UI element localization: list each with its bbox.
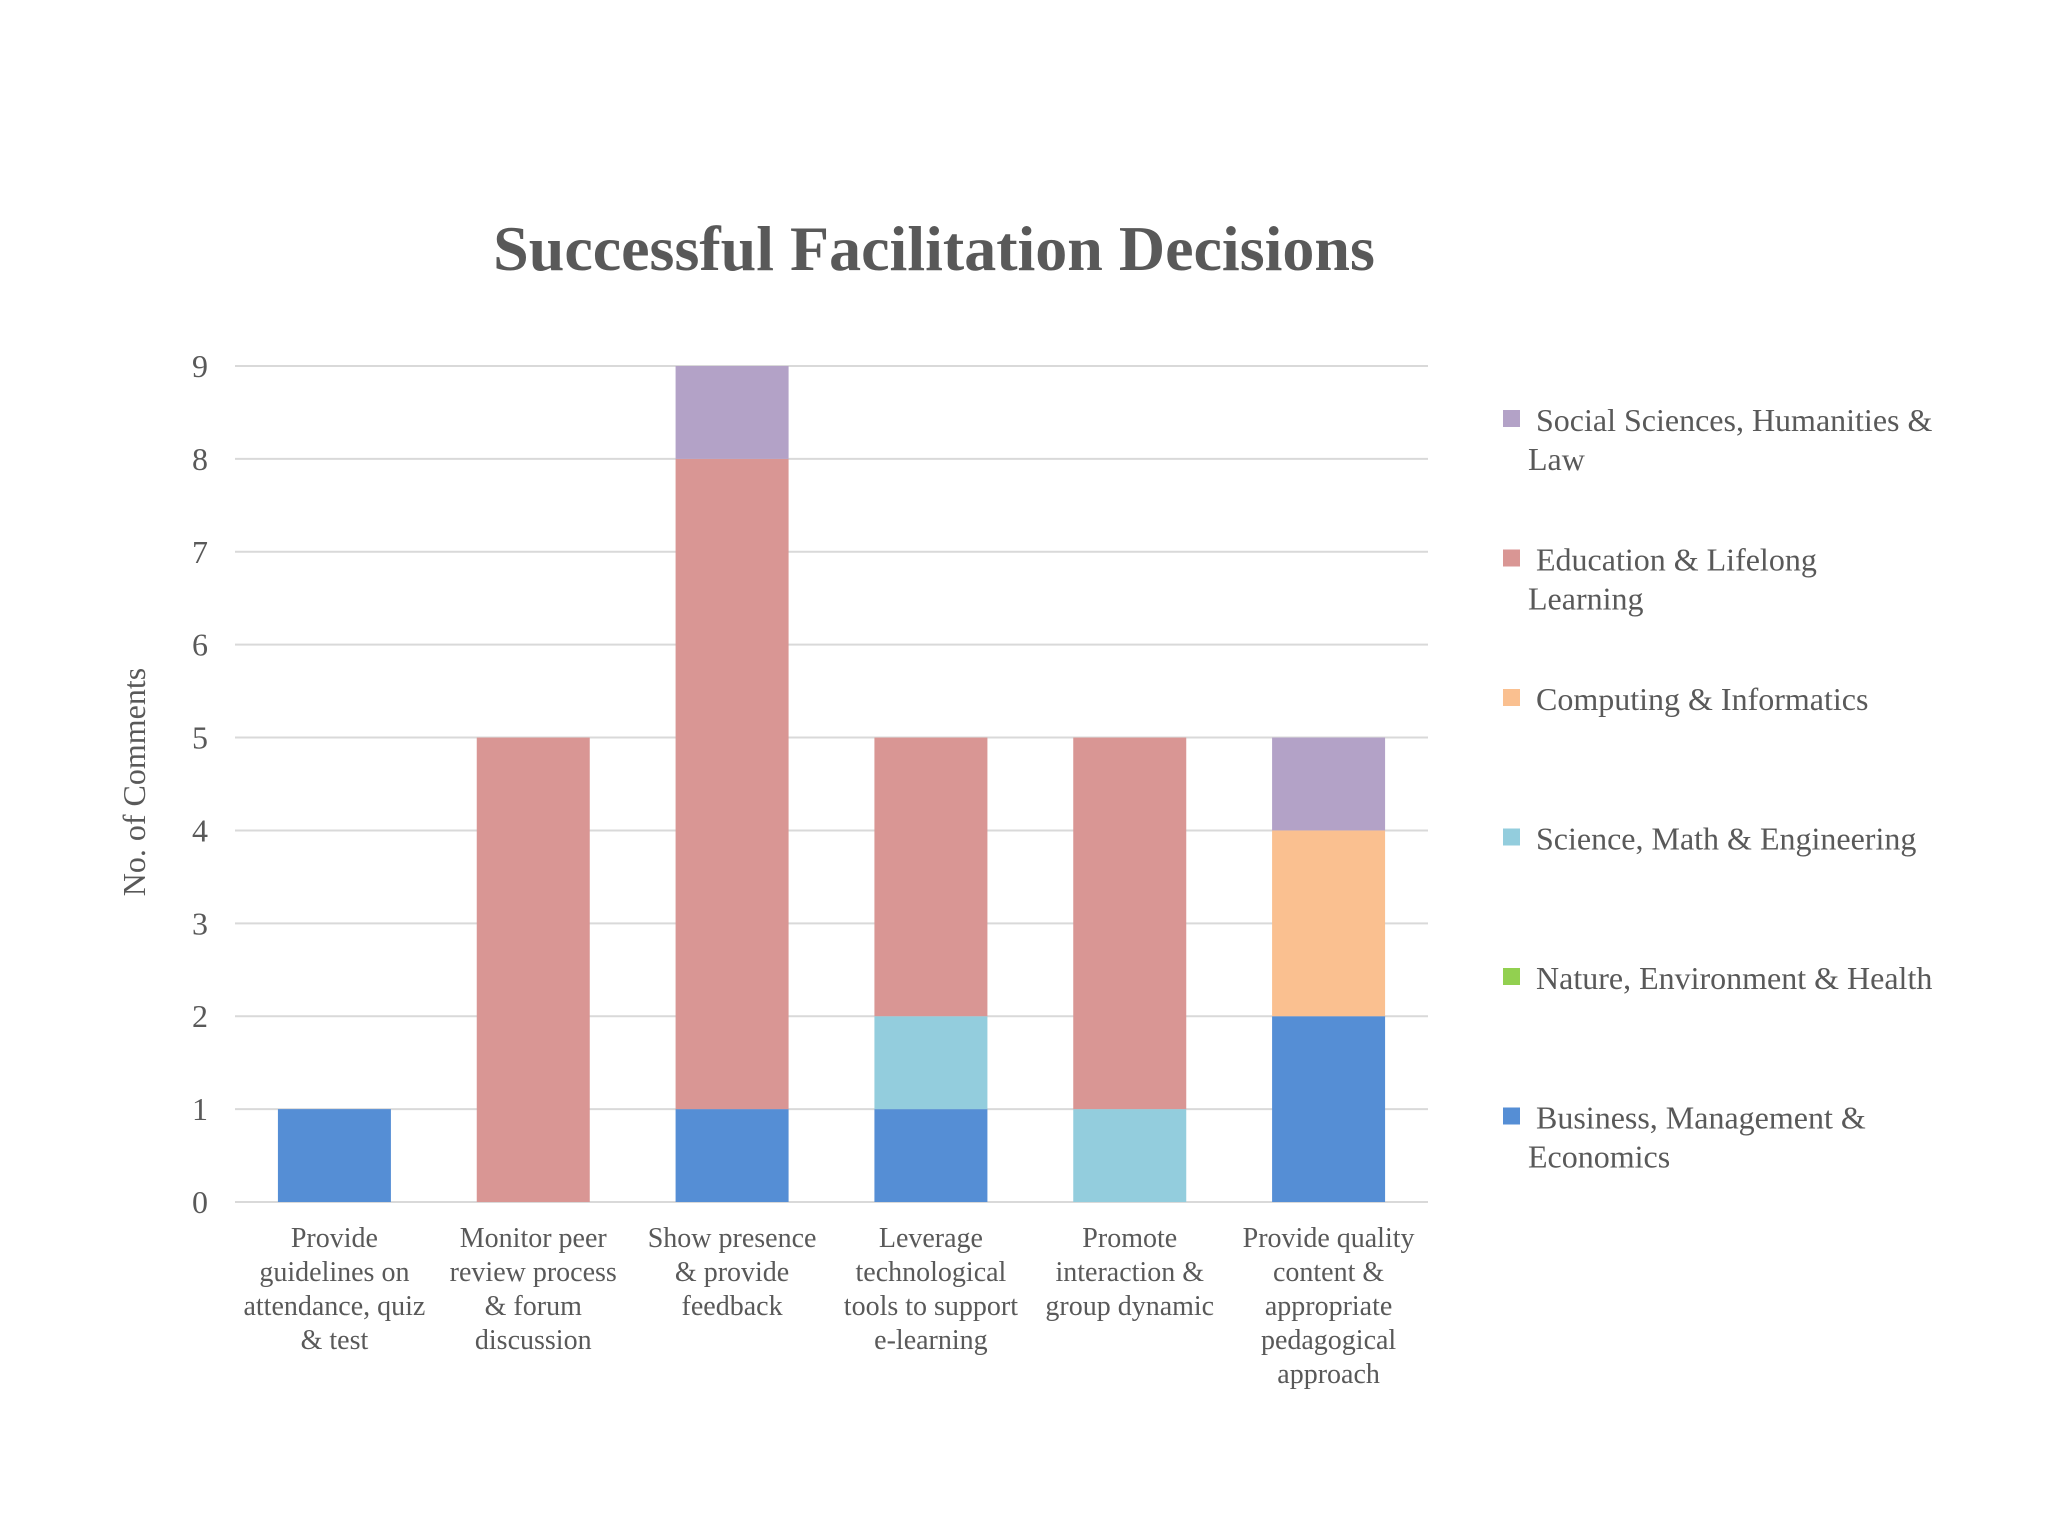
bar-segment bbox=[1073, 1109, 1187, 1202]
legend-item: Business, Management & Economics bbox=[1503, 1100, 1866, 1175]
legend-label: Science, Math & Engineering bbox=[1536, 821, 1916, 857]
x-axis-ticks: Provide guidelines on attendance, quiz & te… bbox=[243, 1223, 1414, 1390]
bar-segment bbox=[277, 1109, 391, 1202]
bar-segment bbox=[1272, 737, 1386, 831]
legend-item: Social Sciences, Humanities & Law bbox=[1503, 402, 1932, 477]
x-tick-label: Promote interaction & group dynamic bbox=[1045, 1223, 1214, 1322]
legend-label: Social Sciences, Humanities & Law bbox=[1528, 402, 1932, 477]
legend-swatch bbox=[1503, 828, 1520, 846]
legend-label: Nature, Environment & Health bbox=[1536, 960, 1932, 996]
legend-label: Education & Lifelong Learning bbox=[1528, 542, 1817, 617]
y-axis-label: No. of Comments bbox=[116, 668, 152, 896]
bar-segment bbox=[874, 737, 988, 1017]
x-tick-label: Monitor peer review process & forum discuss… bbox=[450, 1223, 617, 1356]
legend-label: Computing & Informatics bbox=[1536, 681, 1868, 717]
y-tick-label: 0 bbox=[192, 1184, 208, 1220]
y-tick-label: 3 bbox=[192, 905, 208, 941]
bar-segment bbox=[675, 458, 789, 1110]
gridlines bbox=[235, 365, 1428, 1203]
y-tick-label: 8 bbox=[192, 441, 208, 477]
y-tick-label: 6 bbox=[192, 627, 208, 663]
bar-segment bbox=[675, 1109, 789, 1202]
legend-item: Nature, Environment & Health bbox=[1503, 960, 1932, 996]
bar-segment bbox=[874, 1109, 988, 1202]
x-tick-label: Provide guidelines on attendance, quiz & te… bbox=[243, 1223, 425, 1356]
bar-segment bbox=[476, 737, 590, 1202]
bar-segment bbox=[675, 366, 789, 459]
y-axis-ticks: 0 1 2 3 4 5 6 7 8 9 bbox=[192, 348, 208, 1220]
y-tick-label: 9 bbox=[192, 348, 208, 384]
legend-label: Business, Management & Economics bbox=[1528, 1100, 1866, 1175]
legend-swatch bbox=[1503, 968, 1520, 985]
legend-swatch bbox=[1503, 1107, 1520, 1125]
bars bbox=[277, 366, 1386, 1202]
bar-segment bbox=[874, 1016, 988, 1110]
legend-swatch bbox=[1503, 689, 1520, 706]
y-tick-label: 4 bbox=[192, 812, 208, 848]
x-tick-label: Leverage technological tools to support e-l… bbox=[844, 1223, 1018, 1356]
y-tick-label: 5 bbox=[192, 720, 208, 756]
bar-segment bbox=[1272, 1016, 1386, 1202]
bar-segment bbox=[1073, 737, 1187, 1110]
y-tick-label: 7 bbox=[192, 534, 208, 570]
y-tick-label: 1 bbox=[192, 1091, 208, 1127]
legend-swatch bbox=[1503, 549, 1520, 567]
legend: Social Sciences, Humanities & Law Educatio… bbox=[1503, 402, 1932, 1175]
x-tick-label: Provide quality content & appropriate pedag… bbox=[1243, 1223, 1415, 1390]
bar-segment bbox=[1272, 830, 1386, 1017]
legend-item: Computing & Informatics bbox=[1503, 681, 1868, 717]
y-tick-label: 2 bbox=[192, 998, 208, 1034]
legend-item: Education & Lifelong Learning bbox=[1503, 542, 1817, 617]
legend-item: Science, Math & Engineering bbox=[1503, 821, 1916, 857]
chart-title: Successful Facilitation Decisions bbox=[493, 213, 1375, 284]
legend-swatch bbox=[1503, 410, 1520, 427]
x-tick-label: Show presence & provide feedback bbox=[648, 1223, 817, 1322]
